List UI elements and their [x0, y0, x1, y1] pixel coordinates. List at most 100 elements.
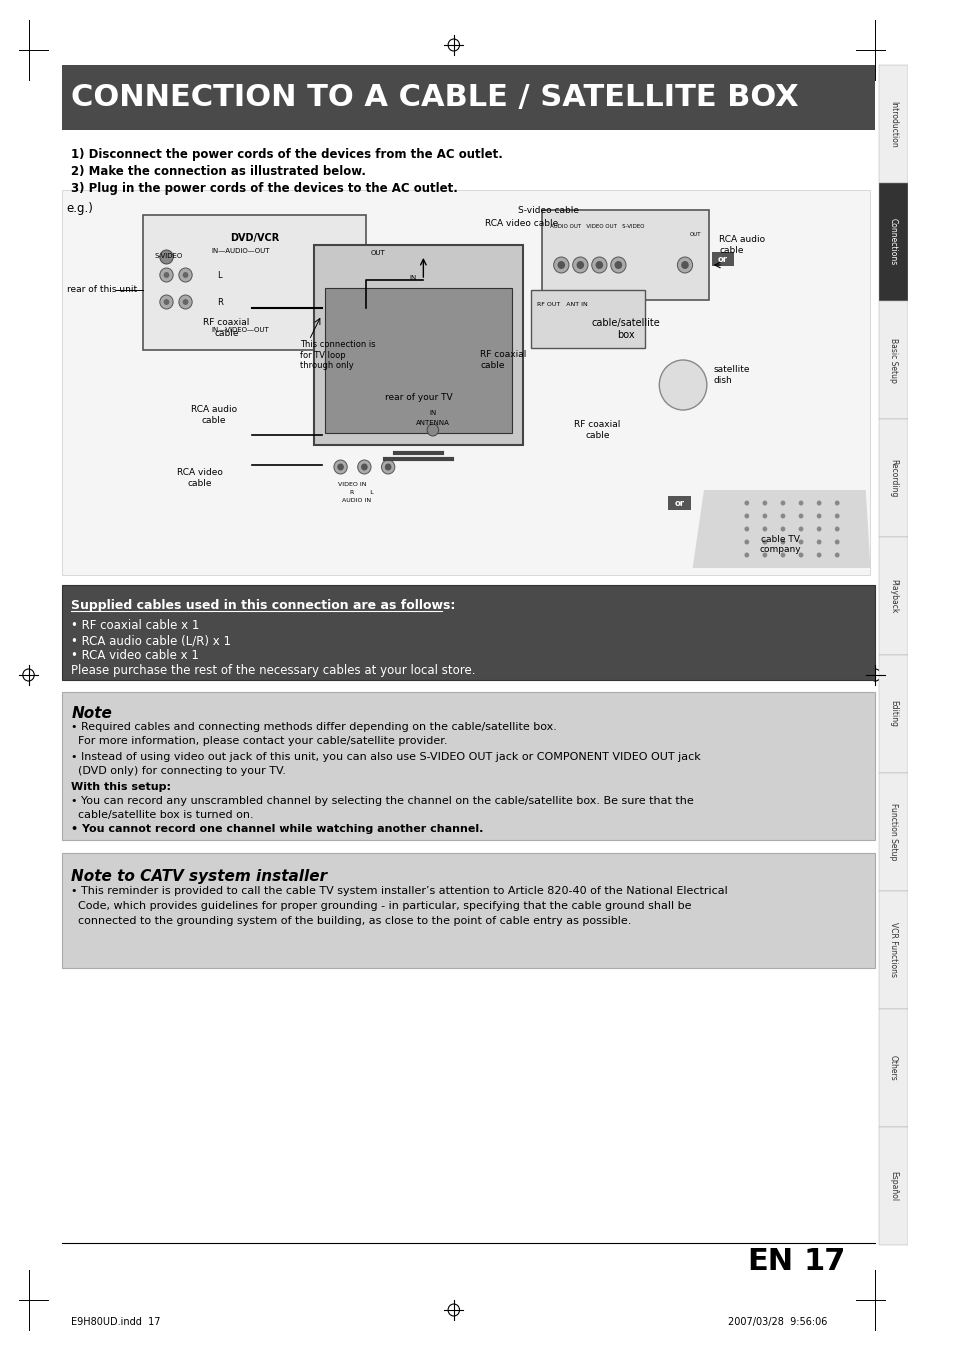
FancyBboxPatch shape	[62, 585, 874, 680]
Text: AUDIO OUT   VIDEO OUT   S-VIDEO: AUDIO OUT VIDEO OUT S-VIDEO	[549, 224, 643, 230]
Text: Please purchase the rest of the necessary cables at your local store.: Please purchase the rest of the necessar…	[71, 663, 476, 677]
Text: With this setup:: With this setup:	[71, 782, 172, 792]
FancyBboxPatch shape	[530, 290, 644, 349]
FancyBboxPatch shape	[325, 288, 512, 434]
Text: 1) Disconnect the power cords of the devices from the AC outlet.: 1) Disconnect the power cords of the dev…	[71, 149, 502, 161]
Circle shape	[798, 553, 802, 558]
Text: Recording: Recording	[888, 459, 897, 497]
Circle shape	[182, 299, 188, 305]
Circle shape	[834, 553, 839, 558]
Circle shape	[761, 500, 766, 505]
Circle shape	[357, 459, 371, 474]
FancyBboxPatch shape	[878, 301, 906, 419]
Text: cable TV
company: cable TV company	[759, 535, 801, 554]
Circle shape	[680, 261, 688, 269]
Text: RF coaxial
cable: RF coaxial cable	[480, 350, 526, 370]
Text: • Required cables and connecting methods differ depending on the cable/satellite: • Required cables and connecting methods…	[71, 721, 557, 732]
Text: Playback: Playback	[888, 578, 897, 613]
Circle shape	[780, 527, 784, 531]
Text: IN—VIDEO—OUT: IN—VIDEO—OUT	[211, 327, 269, 332]
Text: Code, which provides guidelines for proper grounding - in particular, specifying: Code, which provides guidelines for prop…	[71, 901, 691, 911]
Circle shape	[610, 257, 625, 273]
Circle shape	[798, 513, 802, 519]
FancyBboxPatch shape	[62, 65, 874, 130]
Circle shape	[761, 553, 766, 558]
Circle shape	[816, 527, 821, 531]
Circle shape	[834, 513, 839, 519]
Circle shape	[816, 553, 821, 558]
Circle shape	[798, 539, 802, 544]
Text: S-video cable: S-video cable	[517, 205, 578, 215]
Circle shape	[816, 539, 821, 544]
Circle shape	[572, 257, 587, 273]
Text: This connection is
for TV loop
through only: This connection is for TV loop through o…	[299, 340, 375, 370]
FancyBboxPatch shape	[878, 773, 906, 892]
Text: RCA video cable: RCA video cable	[485, 219, 558, 228]
Text: ANTENNA: ANTENNA	[416, 420, 449, 426]
FancyBboxPatch shape	[62, 852, 874, 969]
Text: • This reminder is provided to call the cable TV system installer’s attention to: • This reminder is provided to call the …	[71, 886, 727, 896]
Text: RCA audio
cable: RCA audio cable	[719, 235, 764, 255]
Text: 2) Make the connection as illustrated below.: 2) Make the connection as illustrated be…	[71, 165, 366, 178]
FancyBboxPatch shape	[878, 182, 906, 301]
FancyBboxPatch shape	[878, 655, 906, 773]
FancyBboxPatch shape	[878, 65, 906, 182]
Circle shape	[595, 261, 602, 269]
Text: • You can record any unscrambled channel by selecting the channel on the cable/s: • You can record any unscrambled channel…	[71, 796, 694, 807]
Circle shape	[816, 500, 821, 505]
Circle shape	[160, 250, 172, 263]
Circle shape	[743, 513, 748, 519]
Text: For more information, please contact your cable/satellite provider.: For more information, please contact you…	[71, 736, 447, 746]
Circle shape	[761, 539, 766, 544]
Text: • You cannot record one channel while watching another channel.: • You cannot record one channel while wa…	[71, 824, 483, 834]
Circle shape	[816, 513, 821, 519]
Text: RF coaxial
cable: RF coaxial cable	[203, 319, 250, 338]
Text: • Instead of using video out jack of this unit, you can also use S-VIDEO OUT jac: • Instead of using video out jack of thi…	[71, 753, 700, 762]
Circle shape	[334, 459, 347, 474]
Text: satellite
dish: satellite dish	[713, 365, 749, 385]
Text: Editing: Editing	[888, 701, 897, 727]
Text: • RF coaxial cable x 1: • RF coaxial cable x 1	[71, 619, 199, 632]
Text: connected to the grounding system of the building, as close to the point of cabl: connected to the grounding system of the…	[71, 916, 631, 925]
FancyBboxPatch shape	[143, 215, 366, 350]
FancyBboxPatch shape	[62, 190, 869, 576]
Circle shape	[576, 261, 583, 269]
Text: Note to CATV system installer: Note to CATV system installer	[71, 869, 327, 884]
Circle shape	[743, 553, 748, 558]
Circle shape	[834, 539, 839, 544]
Text: OUT: OUT	[689, 232, 700, 236]
Text: Supplied cables used in this connection are as follows:: Supplied cables used in this connection …	[71, 598, 456, 612]
Text: 3) Plug in the power cords of the devices to the AC outlet.: 3) Plug in the power cords of the device…	[71, 182, 457, 195]
Text: • RCA audio cable (L/R) x 1: • RCA audio cable (L/R) x 1	[71, 634, 232, 647]
FancyBboxPatch shape	[878, 1127, 906, 1246]
Circle shape	[780, 500, 784, 505]
Circle shape	[182, 272, 188, 278]
Text: Note: Note	[71, 707, 112, 721]
Circle shape	[337, 463, 344, 470]
Polygon shape	[692, 490, 869, 567]
Text: VCR Functions: VCR Functions	[888, 923, 897, 978]
FancyBboxPatch shape	[878, 419, 906, 536]
Circle shape	[427, 424, 438, 436]
Circle shape	[743, 539, 748, 544]
Text: E9H80UD.indd  17: E9H80UD.indd 17	[71, 1317, 161, 1327]
Text: 17: 17	[803, 1247, 845, 1277]
Circle shape	[834, 527, 839, 531]
Text: Connections: Connections	[888, 219, 897, 266]
Text: cable/satellite
box: cable/satellite box	[591, 317, 659, 339]
Circle shape	[677, 257, 692, 273]
Text: IN: IN	[409, 276, 416, 281]
Circle shape	[761, 527, 766, 531]
Text: (DVD only) for connecting to your TV.: (DVD only) for connecting to your TV.	[71, 766, 286, 775]
FancyBboxPatch shape	[541, 209, 708, 300]
Circle shape	[381, 459, 395, 474]
Circle shape	[553, 257, 568, 273]
Text: CONNECTION TO A CABLE / SATELLITE BOX: CONNECTION TO A CABLE / SATELLITE BOX	[71, 82, 799, 112]
Circle shape	[743, 527, 748, 531]
Text: AUDIO IN: AUDIO IN	[342, 499, 372, 503]
Circle shape	[798, 527, 802, 531]
Text: Basic Setup: Basic Setup	[888, 338, 897, 382]
Text: rear of this unit: rear of this unit	[67, 285, 136, 295]
Circle shape	[164, 299, 170, 305]
Text: R        L: R L	[350, 490, 374, 494]
